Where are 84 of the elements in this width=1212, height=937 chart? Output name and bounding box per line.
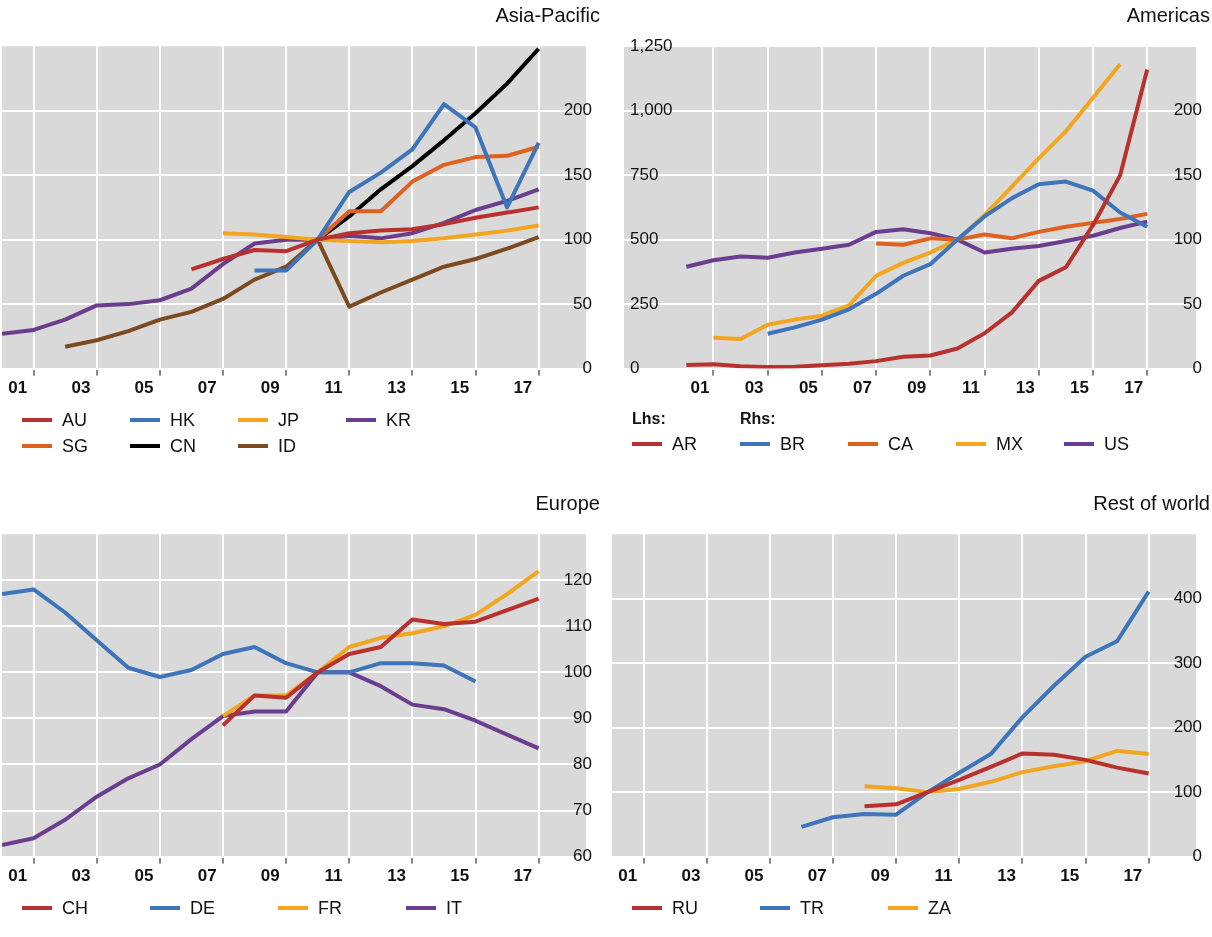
legend-label: MX [996, 433, 1023, 455]
x-tick-label: 07 [807, 866, 827, 886]
y-tick-label: 0 [1192, 846, 1202, 866]
text: Rhs: [740, 409, 777, 429]
x-tick-label: 01 [8, 866, 28, 886]
x-tick-label: 11 [934, 866, 953, 886]
x-tick-label: 15 [450, 378, 470, 398]
x-tick-label: 01 [618, 866, 638, 886]
x-tick-label: 15 [450, 866, 470, 886]
x-tick-label: 07 [853, 378, 873, 398]
chart-title: Asia-Pacific [494, 3, 600, 28]
x-tick-label: 13 [997, 866, 1017, 886]
legend-label: IT [446, 897, 462, 919]
x-tick-label: 03 [744, 378, 764, 398]
y-tick-label: 0 [582, 358, 592, 378]
x-tick-label: 03 [681, 866, 701, 886]
y-tick-label: 110 [564, 616, 592, 635]
y-tick-label: 60 [573, 846, 592, 866]
x-tick-label: 13 [387, 866, 407, 886]
y-tick-label: 150 [563, 164, 592, 184]
legend-label: ID [278, 435, 296, 457]
x-tick-label: 11 [324, 866, 343, 886]
y-tick-label: 200 [563, 100, 592, 120]
x-tick-label: 13 [1015, 378, 1035, 398]
chart-title: Rest of world [1092, 491, 1210, 516]
chart-title: Europe [534, 491, 600, 516]
x-tick-label: 07 [197, 378, 217, 398]
y-tick-label: 750 [630, 164, 659, 184]
y-tick-label: 90 [573, 708, 592, 728]
x-tick-label: 05 [134, 378, 154, 398]
legend-label: RU [672, 897, 698, 919]
y-tick-label: 200 [1173, 717, 1202, 737]
x-tick-label: 05 [134, 866, 154, 886]
x-tick-label: 07 [197, 866, 217, 886]
y-tick-label: 250 [630, 293, 659, 313]
x-tick-label: 03 [71, 866, 91, 886]
legend-label: AU [62, 409, 88, 431]
x-tick-label: 11 [962, 378, 980, 398]
legend-label: BR [780, 433, 806, 455]
legend-label: CN [170, 435, 196, 457]
y-tick-label: 100 [1173, 781, 1202, 801]
y-tick-label: 300 [1173, 652, 1202, 672]
legend-label: KR [386, 409, 412, 431]
text: Lhs: [632, 409, 667, 429]
x-tick-label: 09 [907, 378, 927, 398]
x-tick-label: 15 [1060, 866, 1080, 886]
x-tick-label: 09 [260, 866, 280, 886]
legend-label: FR [318, 897, 342, 919]
y-tick-label: 500 [630, 229, 659, 249]
x-tick-label: 01 [8, 378, 28, 398]
legend-label: DE [190, 897, 216, 919]
y-tick-label: 70 [573, 800, 592, 820]
y-tick-label: 80 [573, 754, 592, 774]
y-tick-label: 100 [563, 662, 592, 682]
legend-label: JP [278, 409, 300, 431]
x-tick-label: 17 [1123, 866, 1143, 886]
legend-label: AR [672, 433, 698, 455]
x-tick-label: 11 [324, 378, 343, 398]
legend-label: US [1104, 433, 1130, 455]
x-tick-label: 01 [690, 378, 710, 398]
y-tick-label: 400 [1173, 588, 1202, 608]
x-tick-label: 13 [387, 378, 407, 398]
y-tick-label: 1,000 [630, 100, 673, 120]
x-tick-label: 03 [71, 378, 91, 398]
y-tick-label: 120 [563, 569, 592, 589]
x-tick-label: 09 [260, 378, 280, 398]
x-tick-label: 17 [1124, 378, 1144, 398]
legend-label: CA [888, 433, 914, 455]
x-tick-label: 17 [513, 866, 533, 886]
legend-label: ZA [928, 897, 952, 919]
y-tick-label: 1,250 [630, 35, 673, 55]
x-tick-label: 05 [798, 378, 818, 398]
x-tick-label: 05 [744, 866, 764, 886]
y-tick-label: 0 [630, 358, 640, 378]
x-tick-label: 15 [1069, 378, 1089, 398]
y-tick-label: 100 [563, 229, 592, 249]
chart-title: Americas [1125, 3, 1210, 28]
x-tick-label: 17 [513, 378, 533, 398]
legend-label: SG [62, 435, 89, 457]
y-tick-label: 50 [573, 293, 592, 313]
legend-label: CH [62, 897, 88, 919]
legend-label: HK [170, 409, 196, 431]
x-tick-label: 09 [870, 866, 890, 886]
legend-label: TR [800, 897, 824, 919]
